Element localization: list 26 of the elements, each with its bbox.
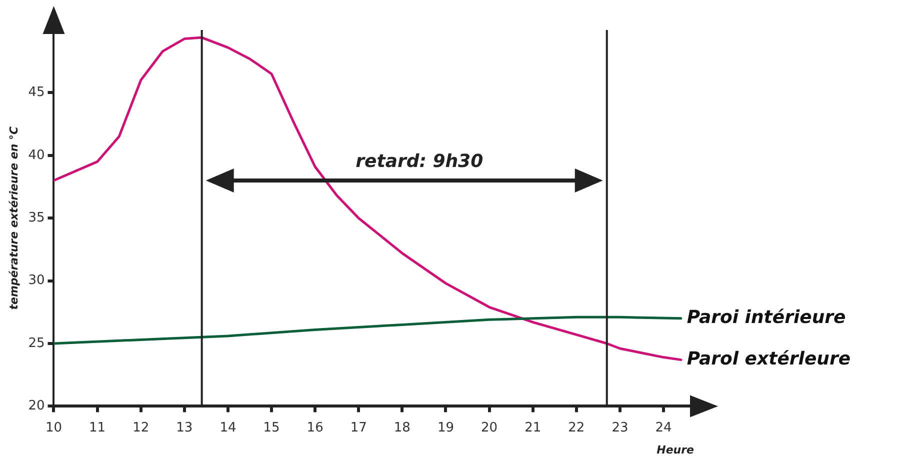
x-tick-label: 23 — [612, 420, 628, 436]
x-tick-label: 14 — [220, 420, 236, 436]
y-tick-label: 20 — [28, 398, 45, 414]
x-tick-label: 16 — [306, 420, 324, 436]
x-tick-label: 11 — [89, 420, 106, 436]
y-tick-label: 25 — [28, 336, 45, 351]
series-label: Parol extérleure — [686, 348, 851, 370]
y-tick-label: 30 — [28, 273, 45, 288]
x-axis-title: Heure — [656, 443, 695, 456]
y-tick-label: 45 — [28, 85, 45, 100]
x-tick-label: 21 — [524, 420, 542, 436]
x-tick-label: 10 — [45, 420, 62, 436]
y-tick-label: 40 — [28, 148, 45, 163]
x-tick-label: 22 — [568, 420, 585, 436]
x-tick-label: 24 — [655, 420, 672, 436]
series-label: Paroi intérieure — [686, 307, 846, 328]
x-tick-label: 15 — [263, 420, 280, 436]
x-tick-label: 12 — [132, 420, 150, 436]
annotation: retard: 9h30 — [356, 151, 484, 172]
x-tick-label: 13 — [176, 420, 193, 436]
y-tick-label: 35 — [28, 210, 45, 226]
y-axis-title: température extérieure en °C — [7, 126, 20, 310]
x-tick-label: 17 — [350, 420, 367, 436]
x-tick-label: 18 — [394, 420, 410, 436]
x-tick-label: 20 — [481, 420, 498, 436]
x-tick-label: 19 — [437, 420, 454, 436]
